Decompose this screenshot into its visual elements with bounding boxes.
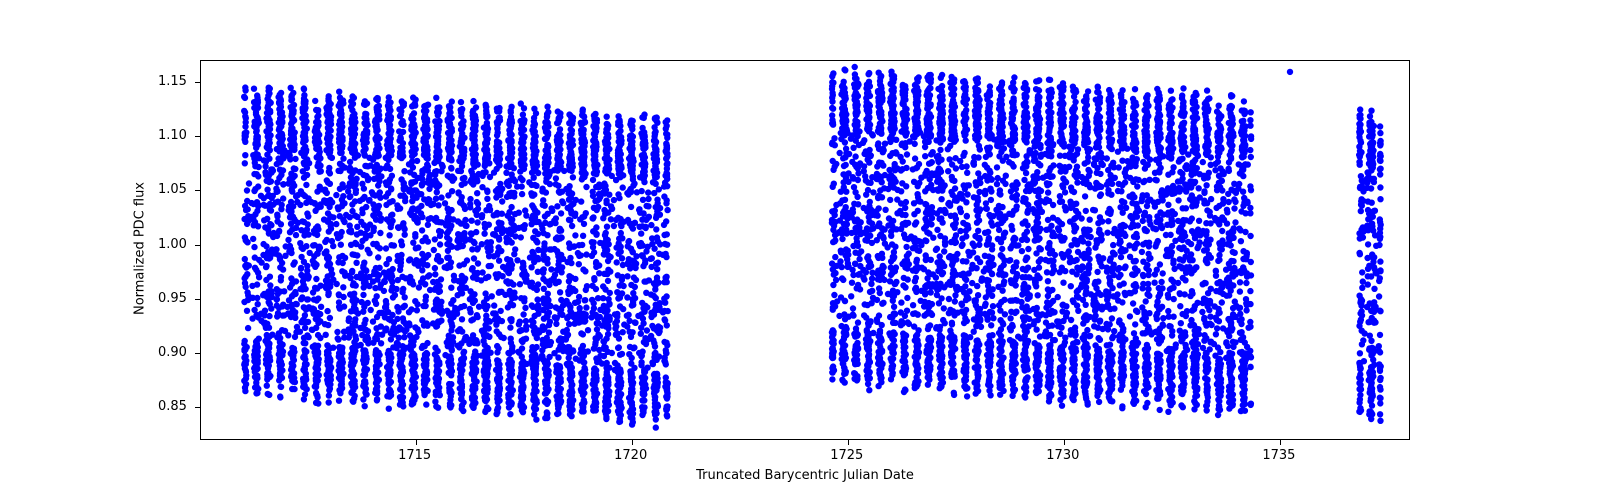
x-tick-label: 1725 xyxy=(830,448,863,463)
y-tick-label: 1.10 xyxy=(158,128,187,143)
y-tick-mark xyxy=(195,299,200,300)
scatter-points xyxy=(241,64,1384,431)
x-tick-mark xyxy=(632,440,633,445)
figure: Truncated Barycentric Julian Date Normal… xyxy=(0,0,1600,500)
x-tick-mark xyxy=(1064,440,1065,445)
y-tick-mark xyxy=(195,190,200,191)
x-tick-label: 1730 xyxy=(1046,448,1079,463)
x-axis-label: Truncated Barycentric Julian Date xyxy=(200,468,1410,483)
y-tick-mark xyxy=(195,407,200,408)
y-tick-label: 1.15 xyxy=(158,74,187,89)
y-tick-label: 0.85 xyxy=(158,399,187,414)
scatter-plot xyxy=(201,61,1411,441)
y-tick-mark xyxy=(195,353,200,354)
y-tick-label: 1.00 xyxy=(158,237,187,252)
y-tick-label: 1.05 xyxy=(158,182,187,197)
x-tick-label: 1735 xyxy=(1262,448,1295,463)
x-tick-label: 1715 xyxy=(398,448,431,463)
y-tick-label: 0.95 xyxy=(158,291,187,306)
x-tick-mark xyxy=(1280,440,1281,445)
y-tick-label: 0.90 xyxy=(158,345,187,360)
x-tick-label: 1720 xyxy=(614,448,647,463)
y-tick-mark xyxy=(195,136,200,137)
plot-axes xyxy=(200,60,1410,440)
y-tick-mark xyxy=(195,82,200,83)
y-tick-mark xyxy=(195,245,200,246)
x-tick-mark xyxy=(848,440,849,445)
x-tick-mark xyxy=(416,440,417,445)
y-axis-label: Normalized PDC flux xyxy=(133,59,148,439)
